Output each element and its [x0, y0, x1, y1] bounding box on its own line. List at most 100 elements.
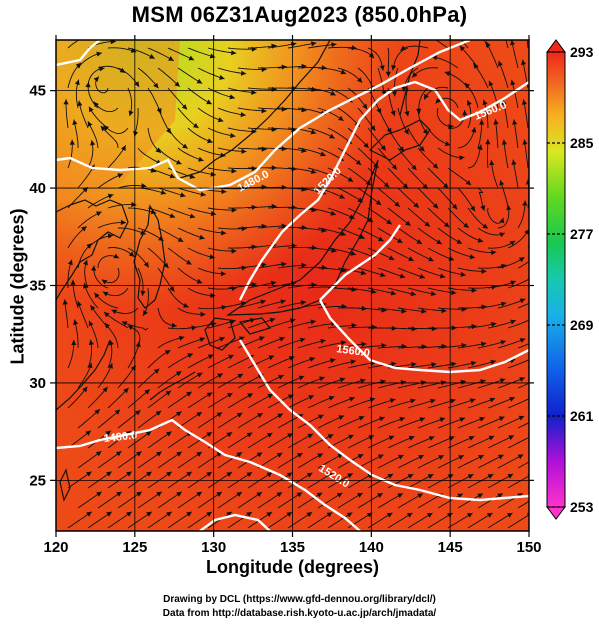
streamline-arrowhead	[529, 317, 535, 322]
streamline-arrowhead	[517, 454, 524, 460]
streamline-arrowhead	[163, 262, 169, 269]
streamline-arrowhead	[351, 322, 357, 329]
streamline-arrowhead	[102, 291, 109, 297]
streamline-arrowhead	[424, 32, 430, 37]
streamline-arrowhead	[327, 434, 334, 439]
streamline-arrowhead	[477, 144, 483, 150]
streamline-arrowhead	[227, 393, 233, 398]
streamline-arrowhead	[388, 255, 395, 260]
streamline-arrowhead	[105, 430, 111, 436]
streamline-arrowhead	[276, 492, 283, 498]
streamline-arrowhead	[82, 386, 88, 393]
streamline-arrowhead	[72, 119, 78, 125]
streamline-arrowhead	[411, 164, 417, 170]
streamline-arrowhead	[229, 94, 235, 100]
streamline-arrowhead	[217, 373, 223, 379]
colorbar: 293 285 277 269 261 253	[546, 39, 594, 520]
streamline-arrowhead	[186, 511, 192, 517]
coast-hokkaido	[368, 119, 431, 161]
streamline-arrowhead	[70, 279, 76, 285]
streamline-arrowhead	[330, 90, 336, 96]
streamline-arrowhead	[391, 65, 397, 71]
streamline-arrowhead	[228, 354, 234, 360]
streamline-arrowhead	[451, 289, 457, 296]
streamline-arrowhead	[456, 239, 463, 244]
streamline-arrowhead	[349, 214, 355, 219]
streamline-arrowhead	[419, 146, 425, 152]
contour-1480-south	[56, 418, 361, 531]
streamline-arrowhead	[231, 50, 237, 56]
streamline-arrowhead	[390, 110, 396, 116]
streamline-arrowhead	[477, 493, 483, 499]
streamline-arrowhead	[439, 273, 446, 279]
streamline-arrowhead	[291, 204, 297, 210]
streamline-arrowhead	[93, 101, 99, 108]
streamline-arrowhead	[135, 410, 141, 416]
streamline-arrowhead	[135, 341, 141, 347]
streamline-arrowhead	[431, 362, 437, 368]
streamline-arrowhead	[107, 233, 114, 239]
streamline-arrowhead	[521, 99, 527, 105]
streamline-arrowhead	[256, 492, 262, 497]
y-tick-label: 40	[29, 180, 46, 197]
contour-1520-center	[319, 224, 401, 301]
streamline-arrowhead	[338, 415, 344, 421]
streamline	[517, 260, 529, 269]
streamline-arrowhead	[422, 128, 428, 135]
grid-layer	[56, 40, 529, 531]
credit-drawing: Drawing by DCL (https://www.gfd-dennou.o…	[163, 594, 436, 605]
streamline-arrowhead	[450, 398, 456, 404]
streamline-arrowhead	[171, 322, 177, 328]
coast-shikoku	[238, 317, 272, 335]
streamline-arrowhead	[473, 63, 479, 69]
streamline-arrowhead	[519, 338, 526, 343]
streamline-arrowhead	[310, 319, 316, 325]
streamline-arrowhead	[391, 164, 397, 170]
streamline-arrowhead	[509, 240, 516, 246]
streamline-arrowhead	[174, 81, 180, 87]
streamline-arrowhead	[178, 335, 185, 341]
streamline-arrowhead	[114, 409, 121, 415]
coast-korea	[133, 204, 166, 309]
streamline-arrowhead	[153, 368, 160, 374]
coastline-layer	[56, 40, 431, 502]
streamline-arrowhead	[320, 338, 326, 344]
streamline-arrowhead	[120, 219, 126, 225]
x-tick-label: 140	[359, 539, 384, 556]
streamline-arrowhead	[286, 472, 293, 478]
streamline-arrowhead	[96, 491, 102, 497]
streamline-arrowhead	[386, 219, 392, 225]
streamline-arrowhead	[370, 125, 376, 131]
streamline-arrowhead	[377, 454, 384, 460]
streamline-arrowhead	[123, 387, 129, 394]
y-tick-labels: 25 30 35 40 45	[29, 83, 46, 490]
streamline-arrowhead	[281, 184, 287, 190]
streamline-arrowhead	[266, 472, 273, 478]
streamline-arrowhead	[401, 86, 407, 92]
streamline-arrowhead	[117, 173, 123, 179]
streamline-arrowhead	[479, 416, 485, 422]
streamline-arrowhead	[329, 133, 335, 139]
streamline-arrowhead	[486, 513, 493, 518]
streamline-arrowhead	[189, 213, 196, 219]
streamline-arrowhead	[140, 290, 146, 296]
streamline-arrowhead	[326, 512, 333, 518]
streamline-arrowhead	[500, 340, 506, 345]
streamline-arrowhead	[389, 398, 396, 404]
streamline-arrowhead	[210, 292, 216, 299]
streamline-arrowhead	[522, 139, 528, 145]
streamline-arrowhead	[378, 236, 384, 242]
streamline-arrowhead	[435, 98, 441, 104]
streamline-arrowhead	[386, 512, 393, 518]
streamline-arrowhead	[347, 473, 353, 479]
streamline-arrowhead	[443, 222, 450, 228]
streamline	[517, 500, 529, 509]
x-axis-label: Longitude (degrees)	[205, 557, 379, 577]
streamline-arrowhead	[196, 372, 203, 378]
streamline	[507, 359, 529, 369]
streamline-arrowhead	[398, 146, 404, 152]
streamline-arrowhead	[540, 225, 545, 231]
streamline-arrowhead	[267, 394, 274, 399]
streamline-arrowhead	[276, 452, 283, 458]
streamline-arrowhead	[321, 264, 327, 271]
